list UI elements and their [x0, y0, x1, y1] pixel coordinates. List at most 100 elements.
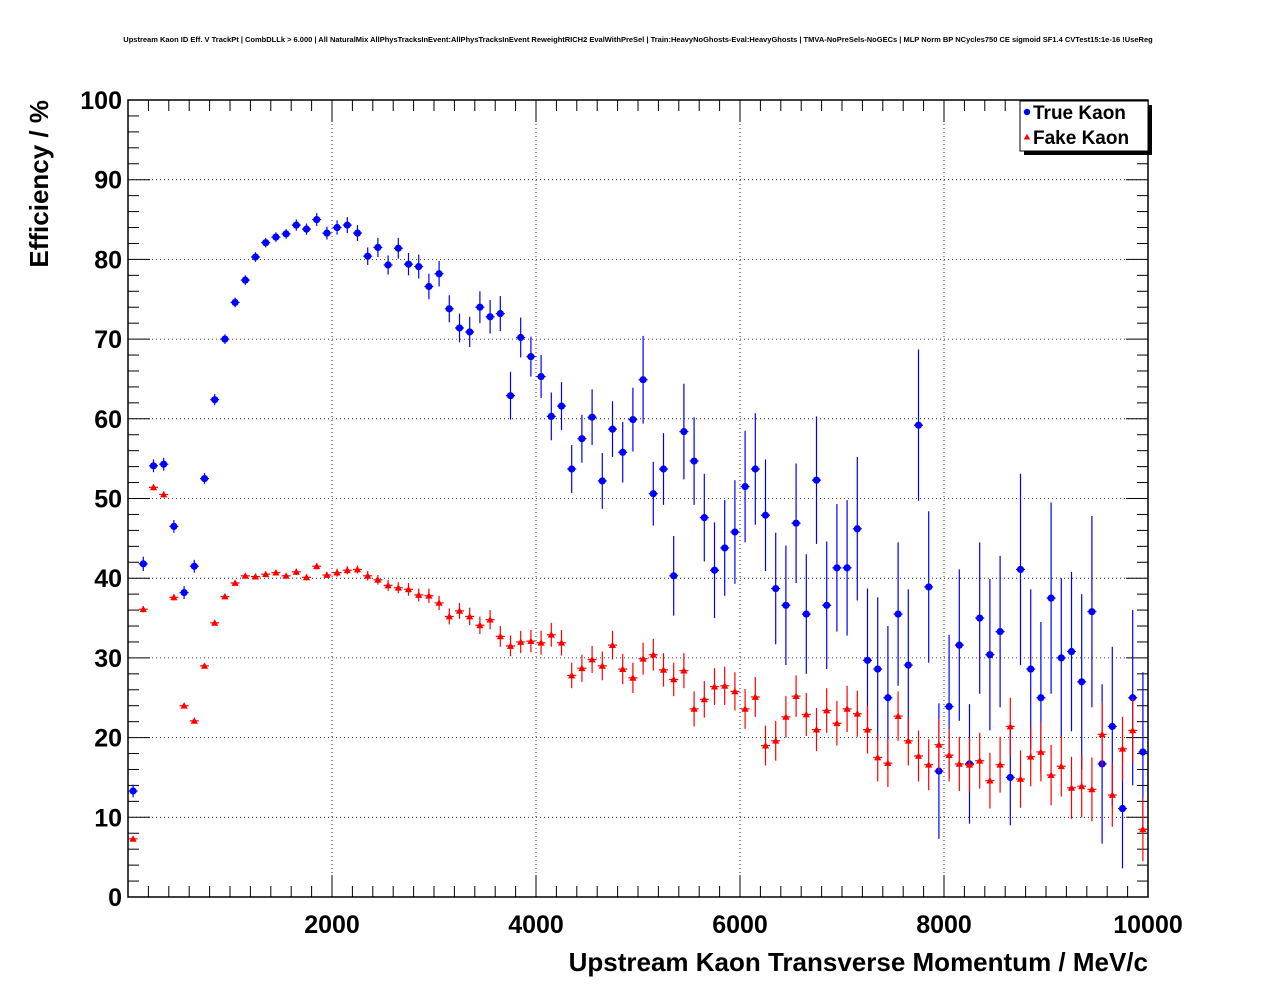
x-tick-label: 4000	[508, 911, 564, 939]
y-tick-label: 70	[94, 326, 122, 354]
data-point	[721, 682, 729, 689]
data-point	[1098, 730, 1106, 738]
data-point	[333, 569, 341, 576]
data-point	[1057, 654, 1065, 662]
data-point	[629, 674, 637, 681]
data-point	[1108, 791, 1116, 798]
y-axis-title: Efficiency / %	[24, 100, 54, 268]
data-point	[914, 752, 923, 759]
data-point	[200, 474, 209, 483]
data-point	[333, 223, 341, 232]
data-point	[823, 601, 831, 609]
data-point	[996, 627, 1004, 636]
grid-lines	[128, 100, 1148, 897]
data-point	[292, 221, 300, 229]
data-point	[394, 244, 402, 252]
data-point	[241, 276, 249, 284]
data-point	[211, 619, 219, 626]
data-point	[506, 392, 515, 400]
data-point	[639, 655, 647, 662]
data-point	[751, 465, 759, 473]
data-point	[884, 759, 892, 766]
data-point	[1037, 694, 1045, 702]
data-point	[751, 693, 759, 700]
data-point	[1129, 694, 1137, 702]
data-point	[955, 641, 963, 649]
data-point	[129, 835, 137, 842]
data-point	[1067, 784, 1076, 791]
data-point	[425, 592, 433, 599]
data-point	[160, 460, 168, 468]
data-point	[149, 462, 158, 470]
data-point	[1118, 804, 1127, 813]
data-point	[190, 717, 198, 724]
data-point	[384, 261, 392, 269]
legend-items: True Kaon Fake Kaon	[1023, 103, 1129, 149]
data-point	[241, 572, 249, 579]
data-point	[1088, 608, 1096, 616]
data-point	[486, 313, 494, 321]
data-point	[517, 333, 525, 342]
data-point	[302, 573, 311, 581]
data-point	[598, 662, 606, 669]
data-point	[455, 324, 464, 332]
y-tick-label: 90	[94, 167, 122, 195]
data-point	[996, 761, 1004, 768]
data-point	[935, 741, 943, 748]
data-point	[568, 671, 576, 679]
data-point	[782, 601, 790, 609]
data-point	[1047, 594, 1055, 602]
data-point	[1057, 762, 1065, 770]
y-tick-label: 80	[94, 246, 122, 274]
data-point	[1067, 647, 1076, 656]
data-point	[639, 376, 647, 384]
data-point	[231, 579, 239, 586]
data-point	[670, 675, 678, 683]
data-series	[128, 213, 1148, 869]
data-point	[721, 544, 729, 552]
y-tick-label: 50	[94, 486, 122, 514]
x-tick-label: 8000	[916, 911, 972, 939]
y-tick-label: 40	[94, 565, 122, 593]
data-point	[863, 656, 872, 664]
data-point	[772, 737, 780, 744]
x-tick-label: 6000	[712, 911, 768, 939]
data-point	[323, 229, 331, 237]
data-point	[272, 233, 280, 241]
x-axis-title: Upstream Kaon Transverse Momentum / MeV/…	[569, 947, 1148, 977]
data-point	[425, 282, 433, 291]
data-point	[1078, 678, 1086, 686]
data-point	[557, 639, 566, 646]
data-point	[466, 328, 474, 336]
data-point	[404, 260, 413, 268]
data-point	[476, 621, 484, 629]
data-point	[904, 737, 912, 744]
data-point	[445, 612, 453, 620]
data-point	[364, 252, 372, 260]
data-point	[833, 564, 841, 572]
data-point	[761, 741, 770, 749]
data-point	[955, 760, 963, 767]
legend-marker-1	[1023, 133, 1031, 140]
data-point	[272, 569, 280, 576]
data-point	[364, 572, 372, 579]
data-point	[1118, 745, 1127, 752]
data-point	[731, 528, 739, 536]
data-point	[792, 692, 800, 700]
data-point	[945, 751, 953, 759]
data-point	[486, 616, 494, 623]
data-point	[537, 639, 545, 646]
data-point	[251, 573, 260, 580]
data-point	[690, 457, 698, 465]
data-point	[404, 585, 413, 593]
data-point	[557, 402, 566, 410]
data-point	[874, 753, 882, 761]
data-point	[833, 719, 841, 727]
data-point	[659, 666, 668, 673]
data-point	[792, 519, 800, 527]
data-point	[415, 591, 423, 598]
data-point	[853, 710, 861, 717]
data-point	[170, 522, 178, 530]
